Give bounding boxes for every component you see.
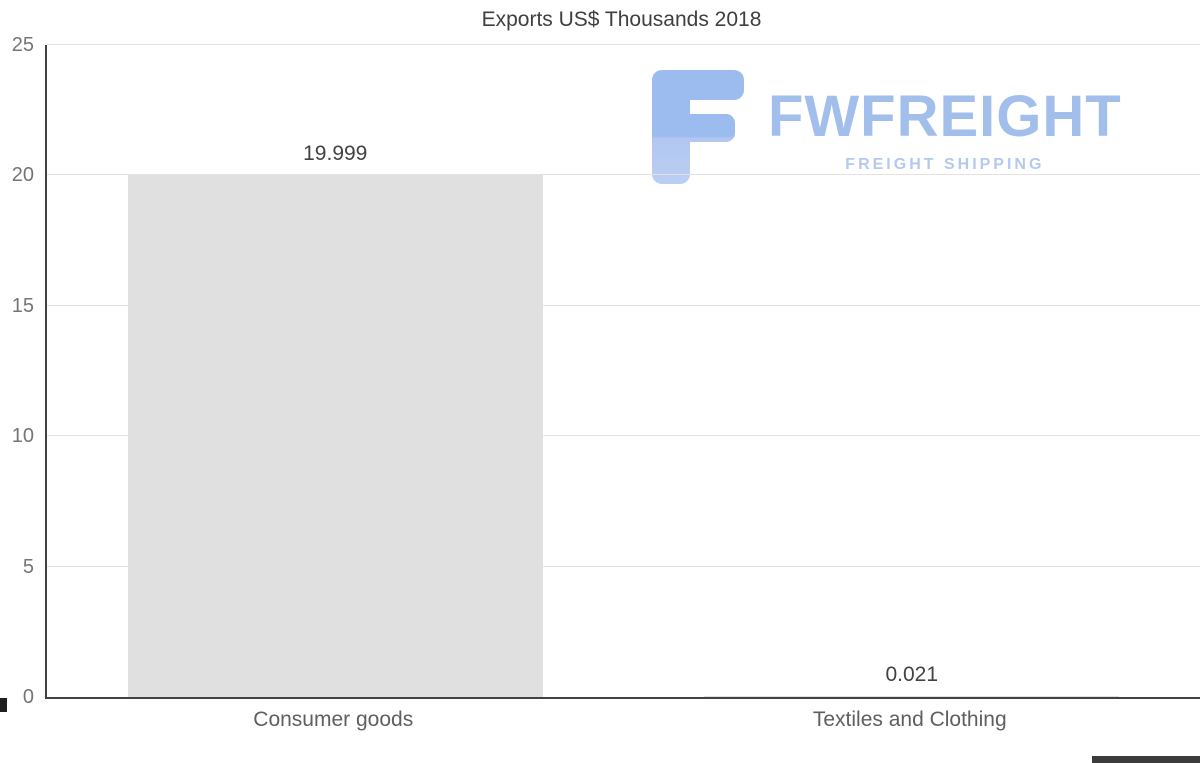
- y-tick-label: 15: [11, 294, 34, 317]
- gridline: [47, 174, 1200, 176]
- brand-tagline: FREIGHT SHIPPING: [845, 156, 1045, 173]
- y-tick-label: 20: [11, 164, 34, 187]
- plot-area: 19.999 0.021: [45, 44, 1200, 699]
- gridline: [47, 304, 1200, 306]
- y-tick-label: 25: [11, 34, 34, 56]
- brand-text-block: FWFREIGHT FREIGHT SHIPPING: [768, 88, 1122, 174]
- value-label: 0.021: [885, 663, 939, 687]
- brand-watermark: FWFREIGHT FREIGHT SHIPPING: [652, 70, 1122, 189]
- y-axis-labels: 0 5 10 15 20 25: [0, 35, 37, 707]
- gridline: [47, 44, 1200, 45]
- category-band: 19.999: [47, 45, 624, 697]
- bar-consumer-goods: [127, 175, 543, 697]
- category-label: Textiles and Clothing: [812, 708, 1007, 731]
- gridline: [47, 565, 1200, 567]
- axis-zero-tick: [0, 698, 7, 712]
- y-tick-label: 0: [22, 686, 34, 708]
- brand-name: FWFREIGHT: [768, 84, 1122, 149]
- bar-textiles-and-clothing: [704, 696, 1120, 697]
- category-label: Consumer goods: [253, 708, 414, 731]
- value-label: 19.999: [303, 142, 368, 166]
- fwfreight-logo-icon: [652, 70, 744, 189]
- gridline: [47, 435, 1200, 437]
- chart-title: Exports US$ Thousands 2018: [481, 8, 762, 31]
- horizontal-scrollbar-thumb[interactable]: [1092, 756, 1200, 763]
- category-band: 0.021: [624, 45, 1200, 697]
- y-tick-label: 10: [11, 425, 34, 448]
- y-tick-label: 5: [22, 555, 34, 578]
- x-axis-labels: Consumer goods Textiles and Clothing: [45, 708, 1198, 736]
